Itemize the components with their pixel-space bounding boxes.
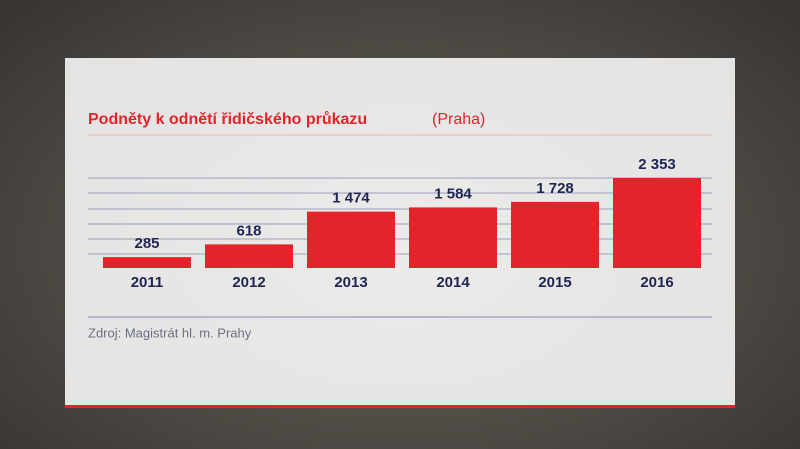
bar	[511, 201, 599, 268]
x-tick-label: 2013	[334, 274, 367, 291]
x-tick-label: 2011	[131, 274, 164, 291]
bar	[205, 244, 293, 268]
bars: 285 2011 618 2012 1 474 2013 1 584 2014 1 728 201…	[103, 156, 701, 291]
x-tick-label: 2015	[538, 274, 571, 291]
panel-border	[65, 405, 735, 408]
value-label: 1 584	[434, 185, 472, 202]
grid	[88, 177, 712, 255]
chart-title: Podněty k odnětí řidičského průkazu	[88, 111, 367, 128]
x-tick-label: 2014	[436, 274, 470, 291]
chart-subtitle: (Praha)	[432, 111, 485, 128]
value-label: 1 474	[332, 190, 370, 207]
value-label: 285	[134, 235, 159, 252]
bar	[409, 207, 497, 268]
bar	[103, 257, 191, 268]
value-label: 1 728	[536, 180, 574, 197]
bar	[307, 211, 395, 268]
source: Zdroj: Magistrát hl. m. Prahy	[88, 325, 252, 340]
bar	[613, 178, 701, 268]
x-tick-label: 2012	[232, 274, 265, 291]
x-tick-label: 2016	[640, 274, 673, 291]
value-label: 618	[236, 222, 261, 239]
value-label: 2 353	[638, 156, 676, 173]
